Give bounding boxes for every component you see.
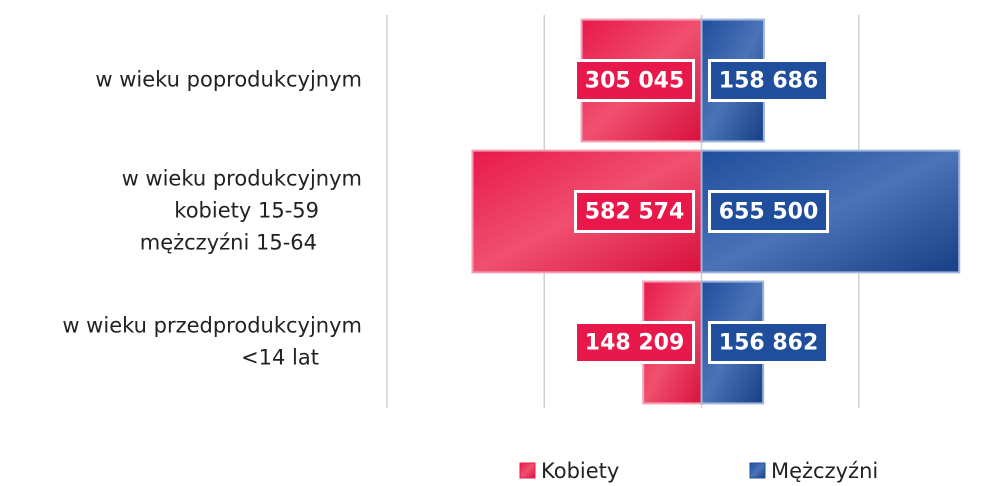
value-label: 582 574 (585, 200, 685, 225)
legend-label: Mężczyźni (771, 459, 878, 483)
value-label-box (708, 321, 830, 364)
value-label: 655 500 (719, 200, 819, 225)
category-label: w wieku produkcyjnym kobiety 15-59 mężczyź… (122, 167, 362, 255)
category-label: w wieku poprodukcyjnym (95, 68, 362, 92)
value-label-box (574, 59, 696, 102)
value-label-box (708, 190, 830, 233)
category-label: w wieku przedprodukcyjnym <14 lat (62, 314, 362, 370)
value-label: 148 209 (585, 331, 685, 356)
value-label-box (574, 321, 696, 364)
value-label: 305 045 (585, 69, 685, 94)
value-label-box (574, 190, 696, 233)
value-label: 158 686 (719, 69, 819, 94)
legend-swatch (519, 462, 536, 479)
legend-label: Kobiety (541, 459, 619, 483)
value-label: 156 862 (719, 331, 819, 356)
legend-swatch (749, 462, 766, 479)
value-label-box (708, 59, 830, 102)
